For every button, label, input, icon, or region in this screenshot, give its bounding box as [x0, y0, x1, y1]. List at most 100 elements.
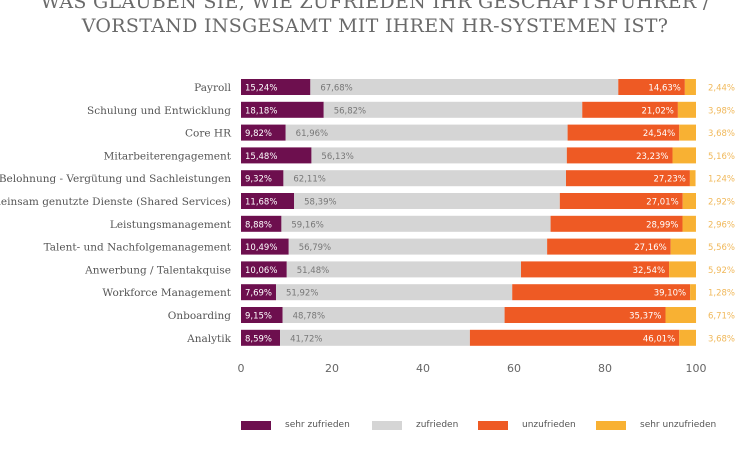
- bar-segment: [566, 147, 673, 164]
- data-label: 2,96%: [708, 220, 735, 230]
- legend-item: sehr zufrieden: [241, 420, 350, 430]
- bar-segment: [241, 101, 324, 118]
- bar-segment: [241, 329, 281, 346]
- bar-segment: [559, 193, 683, 209]
- bar-segment: [618, 79, 685, 95]
- data-label: 9,32%: [245, 175, 272, 185]
- legend-swatch: [478, 420, 508, 430]
- data-label: 10,06%: [245, 266, 277, 276]
- data-label: 9,15%: [245, 312, 272, 322]
- data-label: 39,10%: [654, 289, 686, 299]
- bar-segment: [677, 101, 696, 118]
- data-label: 48,78%: [293, 312, 325, 322]
- bar-segment: [288, 238, 548, 255]
- legend-swatch: [241, 420, 271, 430]
- data-label: 8,59%: [245, 334, 272, 344]
- data-label: 46,01%: [643, 334, 675, 344]
- bar-segment: [281, 215, 551, 232]
- data-label: 27,23%: [653, 175, 685, 185]
- category-label: Leistungsmanagement: [110, 219, 232, 231]
- chart-title-line-1: WAS GLAUBEN SIE, WIE ZUFRIEDEN IHR GESCH…: [40, 0, 710, 13]
- data-label: 56,79%: [299, 243, 331, 253]
- bar-segment: [469, 329, 680, 346]
- data-label: 3,98%: [708, 106, 735, 116]
- bar-segment: [684, 79, 696, 95]
- bar-segment: [547, 238, 671, 255]
- bar-segment: [682, 215, 696, 232]
- data-label: 27,16%: [634, 243, 666, 253]
- bar-segment: [241, 215, 282, 232]
- bar-segment: [690, 284, 696, 301]
- data-label: 9,82%: [245, 129, 272, 139]
- data-label: 18,18%: [245, 106, 277, 116]
- data-label: 51,92%: [286, 289, 318, 299]
- data-label: 6,71%: [708, 312, 735, 322]
- category-label: Workforce Management: [102, 287, 231, 299]
- data-label: 11,68%: [245, 198, 277, 208]
- data-label: 14,63%: [648, 84, 680, 94]
- legend-label: zufrieden: [416, 420, 459, 430]
- bar-segment: [275, 284, 513, 301]
- data-label: 8,88%: [245, 220, 272, 230]
- legend-item: zufrieden: [372, 420, 458, 430]
- data-label: 23,23%: [636, 152, 668, 162]
- category-label: Belohnung - Vergütung und Sachleistungen: [0, 173, 231, 185]
- x-tick-label: 40: [416, 362, 430, 375]
- data-label: 51,48%: [297, 266, 329, 276]
- legend-item: sehr unzufrieden: [596, 420, 716, 430]
- bar-segment: [679, 329, 696, 346]
- data-label: 5,56%: [708, 243, 735, 253]
- legend-label: sehr zufrieden: [285, 420, 350, 430]
- bar-segment: [294, 193, 560, 209]
- legend-swatch: [372, 420, 402, 430]
- category-label: Schulung und Entwicklung: [87, 105, 231, 117]
- data-label: 67,68%: [320, 84, 352, 94]
- category-label: Anwerbung / Talentakquise: [84, 264, 231, 276]
- data-label: 5,92%: [708, 266, 735, 276]
- bar-segment: [241, 307, 283, 323]
- category-label: Gemeinsam genutzte Dienste (Shared Servi…: [0, 196, 231, 208]
- bar-segment: [682, 193, 696, 209]
- data-label: 27,01%: [646, 198, 678, 208]
- legend-item: unzufrieden: [478, 420, 576, 430]
- bar-segment: [323, 101, 583, 118]
- bar-segment: [679, 124, 696, 141]
- data-label: 24,54%: [643, 129, 675, 139]
- data-label: 10,49%: [245, 243, 277, 253]
- bar-segment: [567, 124, 680, 141]
- data-label: 2,92%: [708, 198, 735, 208]
- bar-segment: [241, 193, 295, 209]
- data-label: 28,99%: [646, 220, 678, 230]
- bar-segment: [669, 261, 696, 278]
- x-tick-label: 80: [598, 362, 612, 375]
- category-label: Core HR: [185, 128, 232, 140]
- bar-segment: [280, 329, 470, 346]
- bar-segment: [241, 79, 311, 95]
- data-label: 2,44%: [708, 84, 735, 94]
- data-label: 1,28%: [708, 289, 735, 299]
- bar-segment: [285, 124, 568, 141]
- category-label: Analytik: [186, 333, 231, 345]
- bar-segment: [550, 215, 683, 232]
- bar-segment: [566, 170, 690, 187]
- data-label: 61,96%: [296, 129, 328, 139]
- bar-segment: [241, 284, 276, 301]
- data-label: 15,24%: [245, 84, 277, 94]
- legend-label: sehr unzufrieden: [640, 420, 717, 430]
- data-label: 41,72%: [290, 334, 322, 344]
- category-label: Talent- und Nachfolgemanagement: [44, 242, 232, 254]
- bar-segment: [521, 261, 670, 278]
- bar-segment: [241, 124, 286, 141]
- data-label: 1,24%: [708, 175, 735, 185]
- bar-segment: [665, 307, 697, 323]
- bar-segment: [504, 307, 666, 323]
- category-label: Payroll: [194, 82, 231, 94]
- bar-segment: [310, 79, 619, 95]
- bar-segment: [582, 101, 678, 118]
- category-label: Mitarbeiterengagement: [104, 150, 232, 162]
- bar-segment: [286, 261, 522, 278]
- data-label: 7,69%: [245, 289, 272, 299]
- bar-segment: [241, 261, 287, 278]
- data-label: 35,37%: [629, 312, 661, 322]
- bar-segment: [241, 170, 284, 187]
